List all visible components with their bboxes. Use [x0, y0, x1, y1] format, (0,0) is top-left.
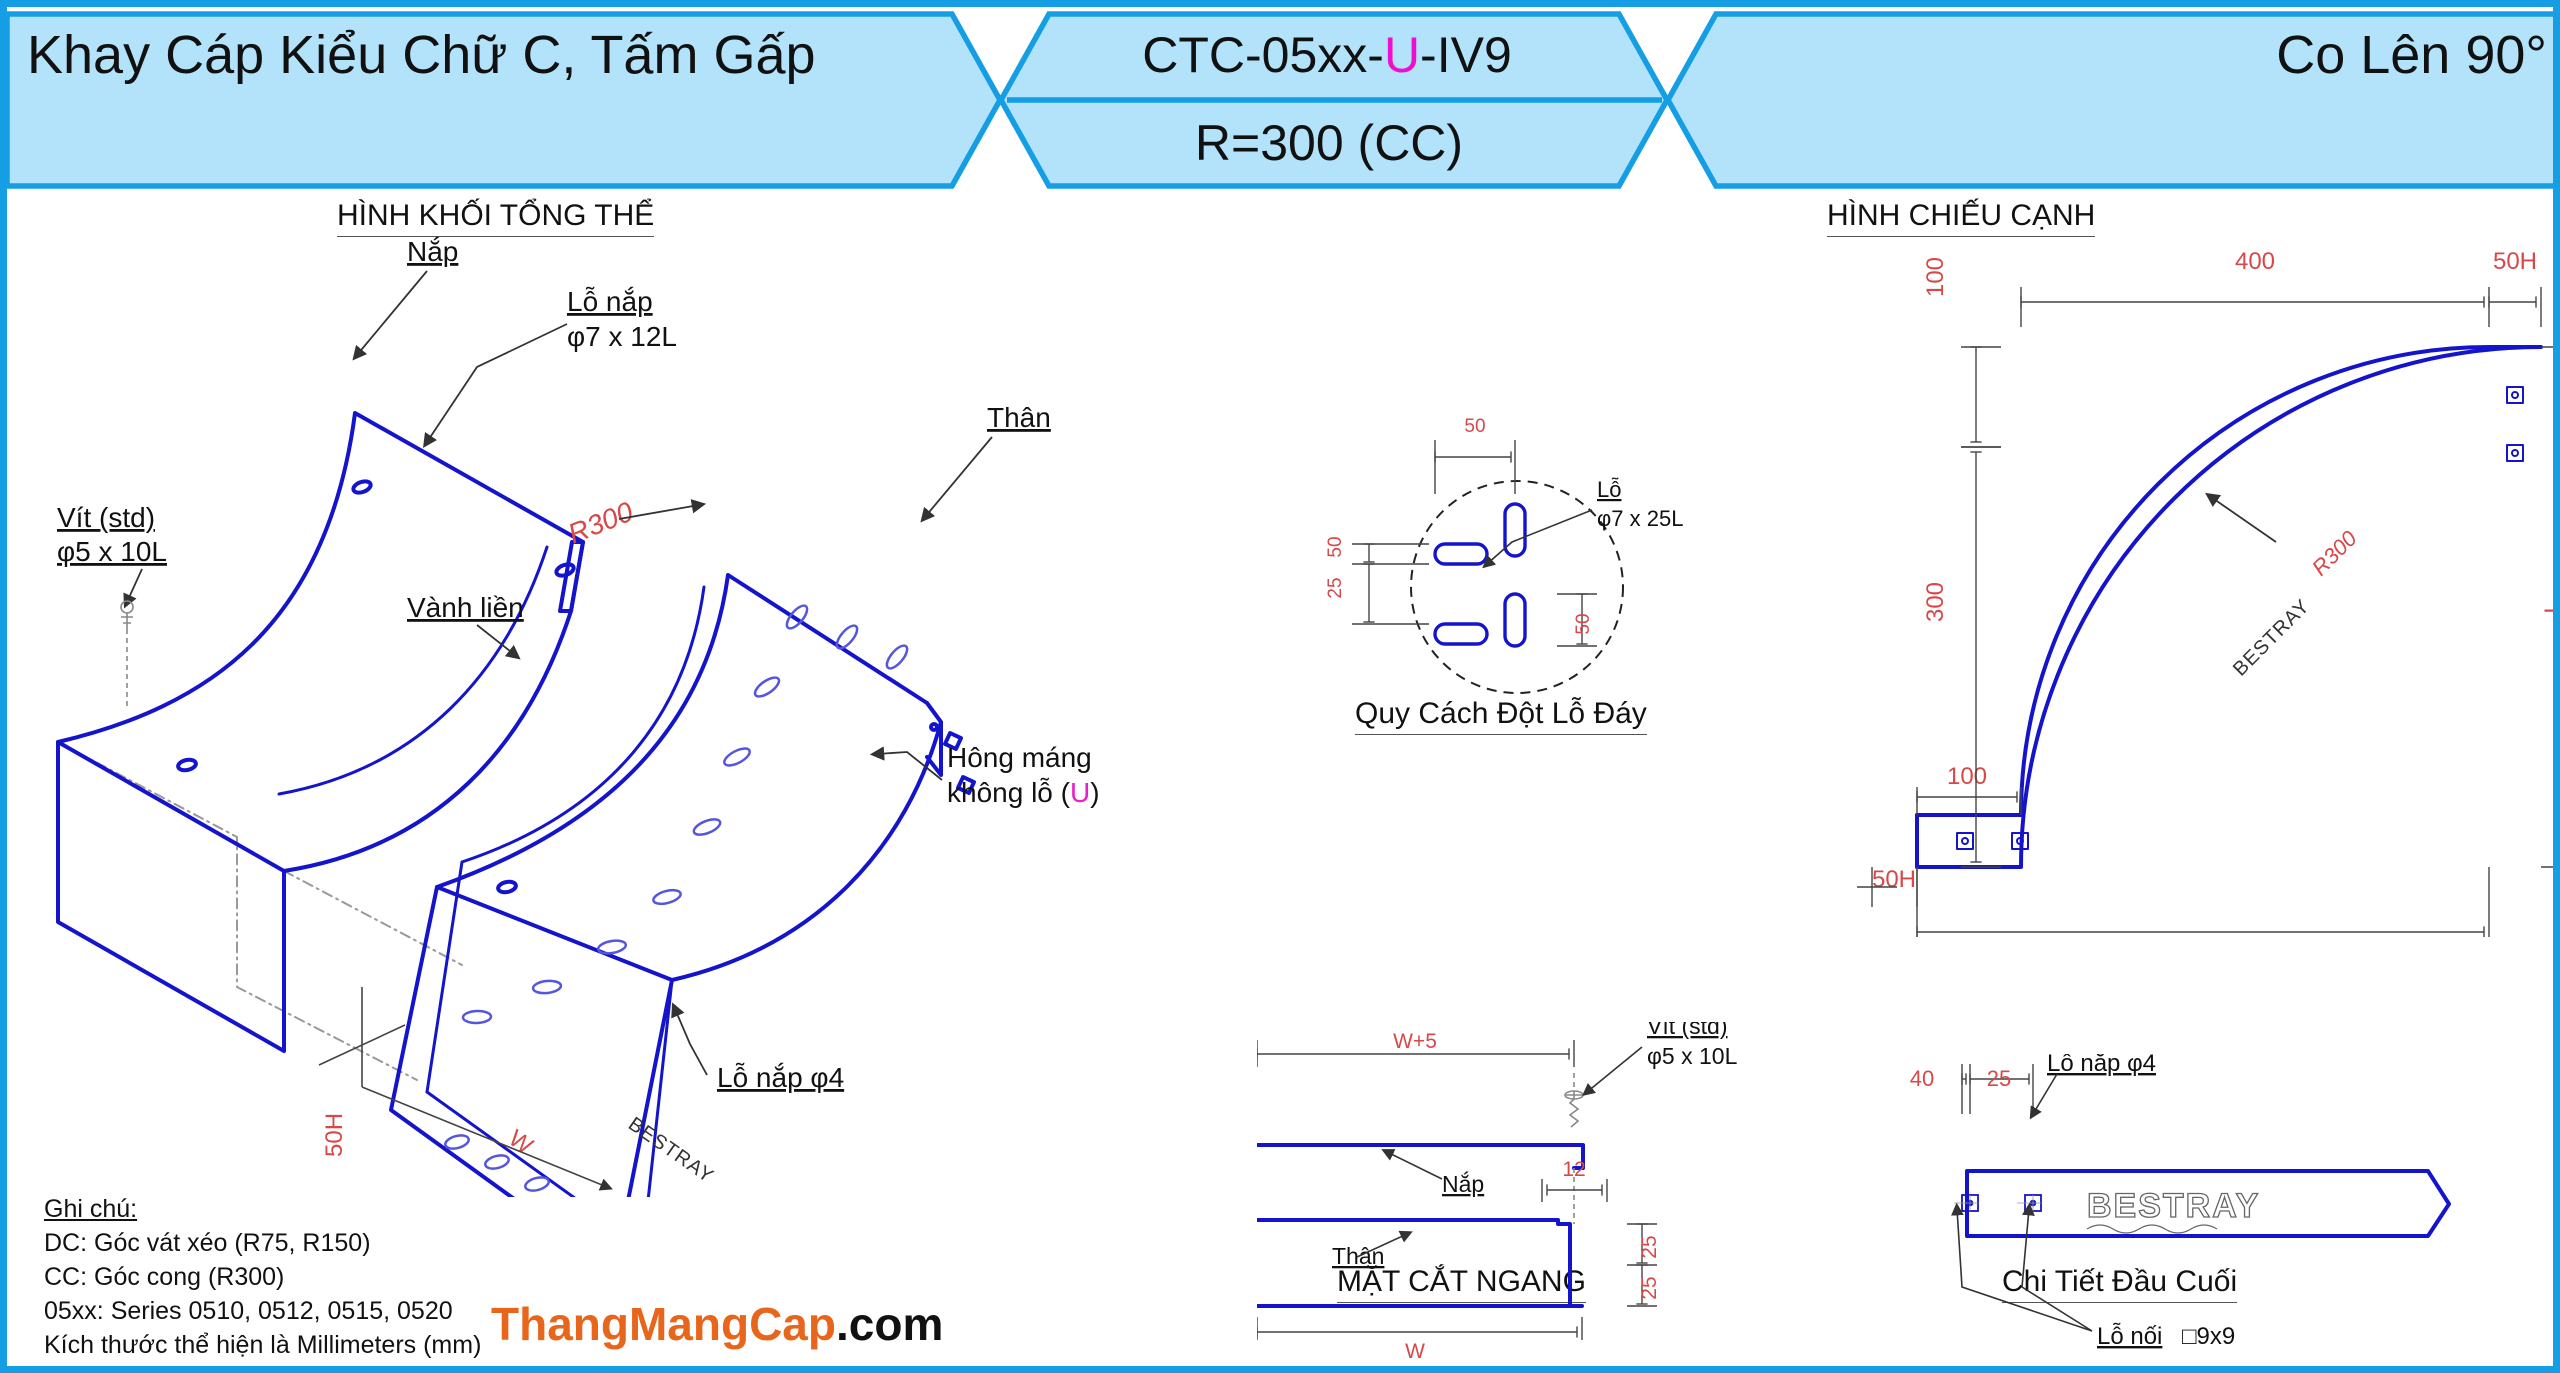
svg-text:W: W — [1405, 1340, 1425, 1362]
svg-text:Lỗ: Lỗ — [1597, 477, 1621, 502]
svg-text:R300: R300 — [2307, 525, 2362, 580]
svg-text:100: 100 — [1922, 257, 1949, 297]
svg-text:□9x9: □9x9 — [2182, 1323, 2235, 1350]
svg-text:BESTRAY: BESTRAY — [2229, 595, 2314, 680]
svg-text:Hông máng: Hông máng — [947, 742, 1092, 773]
svg-text:40: 40 — [1910, 1066, 1934, 1091]
svg-text:25: 25 — [1325, 577, 1346, 598]
svg-text:Nắp: Nắp — [407, 236, 458, 267]
svg-text:50: 50 — [1464, 416, 1485, 437]
svg-text:25: 25 — [1638, 1276, 1661, 1299]
svg-text:φ7 x 12L: φ7 x 12L — [567, 321, 677, 352]
svg-text:50: 50 — [1573, 613, 1594, 634]
svg-text:Lỗ nắp φ4: Lỗ nắp φ4 — [717, 1062, 844, 1093]
svg-text:25: 25 — [1987, 1066, 2011, 1091]
svg-text:W+5: W+5 — [1393, 1030, 1437, 1053]
svg-text:400: 400 — [2235, 248, 2275, 275]
svg-text:Vít (std): Vít (std) — [1647, 1022, 1728, 1039]
svg-text:25: 25 — [1638, 1235, 1661, 1258]
svg-text:BESTRAY: BESTRAY — [2087, 1187, 2260, 1225]
svg-text:50H: 50H — [1872, 866, 1916, 893]
svg-text:Lỗ nối: Lỗ nối — [2097, 1323, 2162, 1350]
svg-text:Vít (std): Vít (std) — [57, 502, 155, 533]
svg-text:50H: 50H — [2493, 248, 2537, 275]
svg-text:Nắp: Nắp — [1442, 1171, 1484, 1197]
svg-text:W: W — [504, 1125, 538, 1160]
svg-text:100: 100 — [1947, 763, 1987, 790]
svg-text:300: 300 — [1922, 582, 1949, 622]
svg-text:Vành liền: Vành liền — [407, 592, 524, 623]
svg-text:Lỗ nắp φ4: Lỗ nắp φ4 — [2047, 1054, 2156, 1077]
svg-text:Lỗ nắp: Lỗ nắp — [567, 286, 653, 317]
svg-text:φ5 x 10L: φ5 x 10L — [1647, 1043, 1738, 1069]
svg-text:12: 12 — [1562, 1158, 1585, 1181]
svg-text:không lỗ (U): không lỗ (U) — [947, 777, 1100, 808]
svg-text:R300: R300 — [564, 496, 638, 550]
svg-text:50: 50 — [1325, 536, 1346, 557]
svg-text:φ7 x 25L: φ7 x 25L — [1597, 506, 1683, 531]
svg-text:L: L — [2540, 600, 2560, 613]
svg-text:50H: 50H — [321, 1113, 348, 1157]
svg-text:Thân: Thân — [987, 402, 1051, 433]
svg-text:φ5 x 10L: φ5 x 10L — [57, 536, 167, 567]
